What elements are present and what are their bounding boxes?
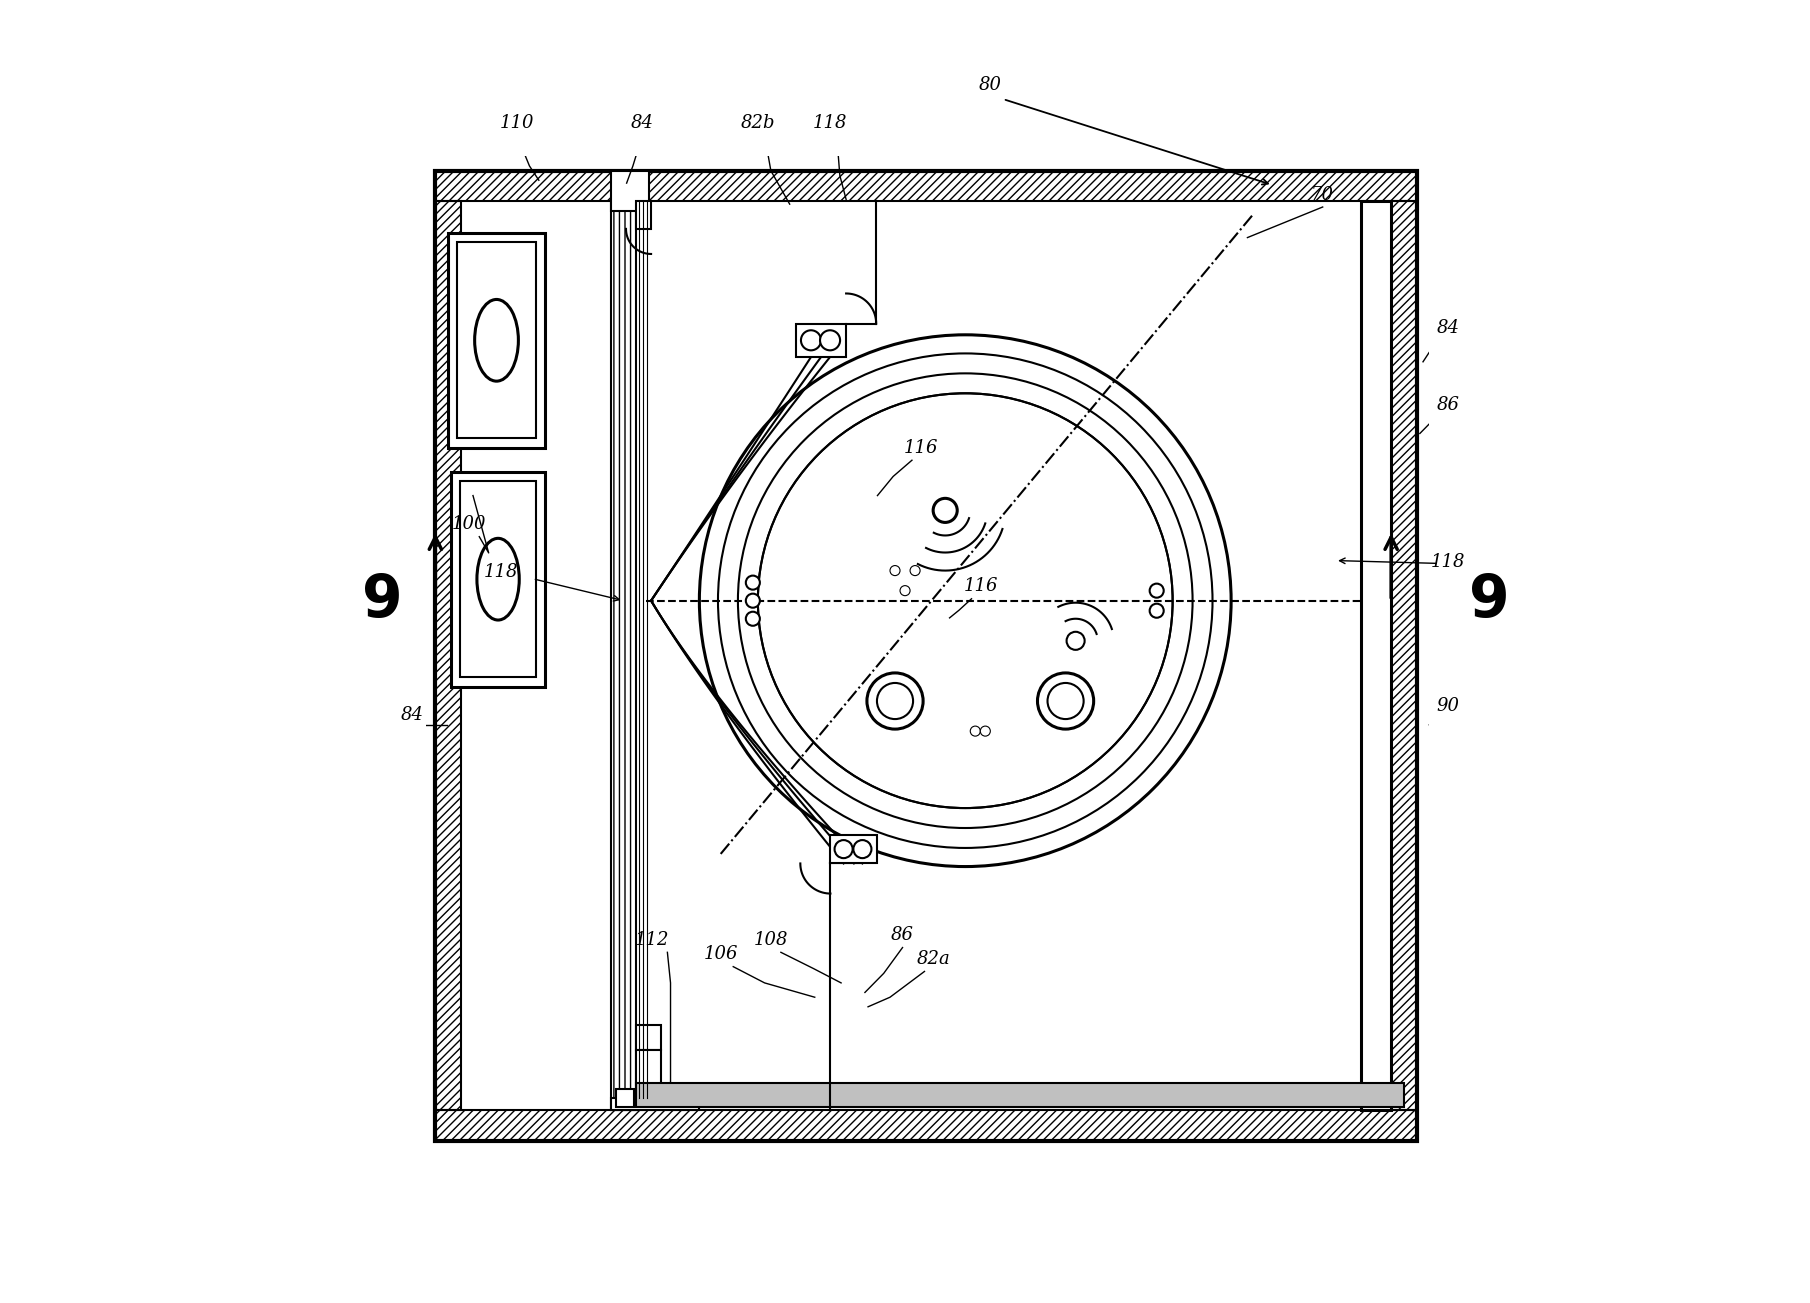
Text: 116: 116 bbox=[963, 577, 997, 595]
Text: 108: 108 bbox=[753, 930, 787, 949]
Ellipse shape bbox=[474, 300, 518, 382]
Bar bbox=[436, 1110, 1417, 1140]
Text: 90: 90 bbox=[1437, 697, 1459, 715]
Ellipse shape bbox=[760, 396, 1169, 805]
Circle shape bbox=[891, 566, 900, 576]
Bar bbox=[635, 1083, 1405, 1108]
Ellipse shape bbox=[476, 538, 519, 620]
Circle shape bbox=[970, 726, 981, 736]
Bar bbox=[635, 1050, 661, 1085]
Bar bbox=[796, 323, 845, 357]
Text: 9: 9 bbox=[1468, 572, 1510, 629]
Circle shape bbox=[910, 566, 919, 576]
Bar bbox=[612, 201, 635, 1110]
Text: 112: 112 bbox=[635, 930, 670, 949]
Bar bbox=[458, 242, 536, 438]
Circle shape bbox=[802, 330, 822, 351]
Bar bbox=[460, 481, 536, 678]
Bar bbox=[451, 472, 545, 687]
Bar bbox=[1392, 201, 1417, 1110]
Bar bbox=[615, 1089, 634, 1108]
Circle shape bbox=[934, 498, 957, 523]
Circle shape bbox=[746, 611, 760, 625]
Text: 82b: 82b bbox=[740, 113, 775, 132]
Text: 84: 84 bbox=[400, 706, 424, 724]
Circle shape bbox=[1149, 603, 1164, 618]
Bar bbox=[436, 201, 462, 1110]
Circle shape bbox=[1149, 584, 1164, 598]
Text: 86: 86 bbox=[1437, 396, 1459, 414]
Ellipse shape bbox=[798, 433, 1133, 769]
Bar bbox=[447, 233, 545, 448]
Circle shape bbox=[746, 594, 760, 607]
Circle shape bbox=[853, 840, 871, 859]
Bar bbox=[635, 201, 652, 229]
Circle shape bbox=[820, 330, 840, 351]
Text: 84: 84 bbox=[1437, 319, 1459, 337]
Text: 106: 106 bbox=[704, 945, 738, 963]
Bar bbox=[831, 835, 878, 864]
Text: 118: 118 bbox=[483, 563, 518, 581]
Circle shape bbox=[1048, 683, 1084, 719]
Text: 110: 110 bbox=[500, 113, 534, 132]
Text: 118: 118 bbox=[1432, 554, 1466, 572]
Bar bbox=[612, 1098, 699, 1110]
Circle shape bbox=[834, 840, 853, 859]
Text: 84: 84 bbox=[632, 113, 653, 132]
Circle shape bbox=[981, 726, 990, 736]
Circle shape bbox=[900, 585, 910, 595]
Text: 80: 80 bbox=[979, 76, 1001, 94]
Bar bbox=[635, 1025, 661, 1050]
Bar bbox=[436, 171, 1417, 201]
Text: 118: 118 bbox=[813, 113, 847, 132]
Text: 100: 100 bbox=[451, 515, 485, 533]
Text: 116: 116 bbox=[905, 439, 939, 457]
Circle shape bbox=[878, 683, 912, 719]
Text: 70: 70 bbox=[1310, 185, 1334, 203]
Text: 82a: 82a bbox=[918, 950, 950, 968]
Text: 86: 86 bbox=[891, 926, 914, 945]
Circle shape bbox=[746, 576, 760, 590]
Circle shape bbox=[1066, 632, 1084, 650]
Bar bbox=[612, 171, 648, 211]
Circle shape bbox=[1037, 672, 1093, 730]
Bar bbox=[1361, 201, 1392, 1110]
Text: 9: 9 bbox=[362, 572, 402, 629]
Circle shape bbox=[867, 672, 923, 730]
